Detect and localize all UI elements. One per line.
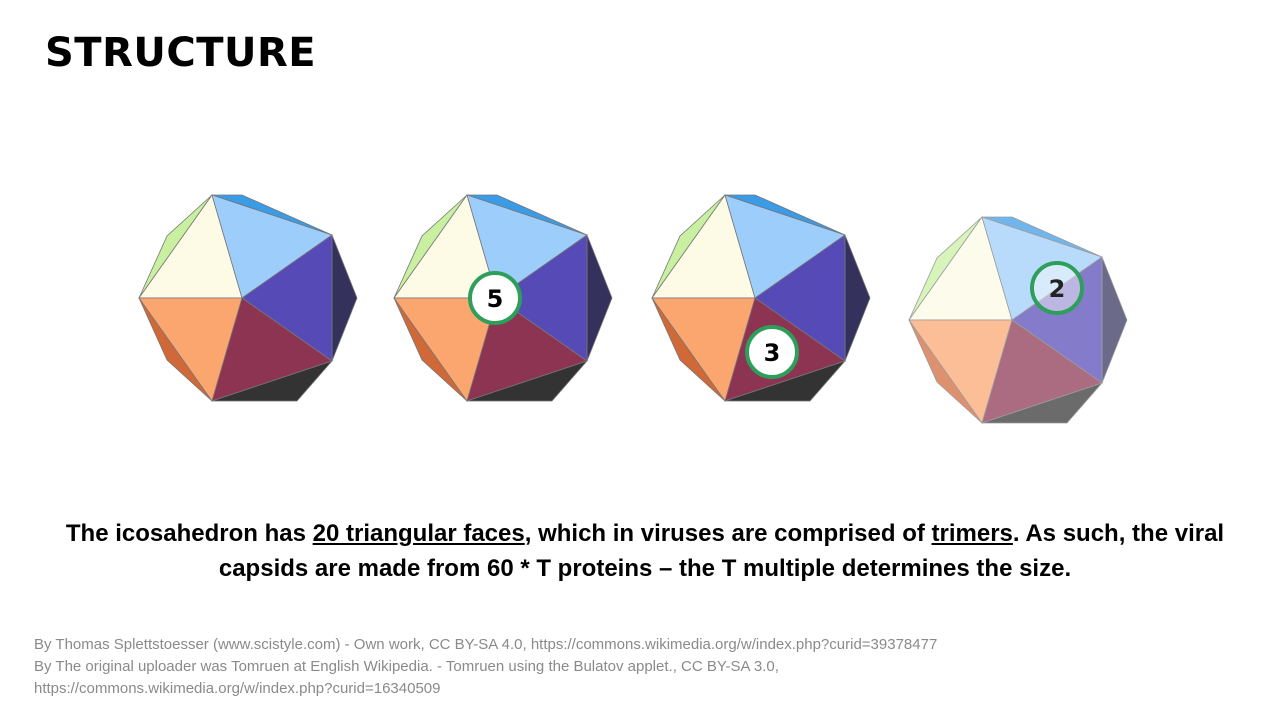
caption-part-2: , which in viruses are comprised of xyxy=(524,520,932,547)
icosahedron-twofold xyxy=(908,216,1128,424)
credit-line-3: https://commons.wikimedia.org/w/index.ph… xyxy=(34,680,441,697)
caption-faces: 20 triangular faces xyxy=(312,520,525,547)
badge-five: 5 xyxy=(468,271,522,325)
caption-text: The icosahedron has 20 triangular faces,… xyxy=(40,516,1250,586)
credit-line-1: By Thomas Splettstoesser (www.scistyle.c… xyxy=(34,636,938,653)
icosahedron-plain xyxy=(138,194,358,402)
caption-part-1: The icosahedron has xyxy=(65,520,313,547)
badge-two-ring xyxy=(1030,261,1084,315)
caption-part-3: . As such, the viral capsids are made fr… xyxy=(218,520,1225,582)
badge-two-label: 2 xyxy=(1049,275,1066,303)
badge-two: 2 xyxy=(1030,261,1084,315)
credit-line-2: By The original uploader was Tomruen at … xyxy=(34,658,779,675)
badge-five-label: 5 xyxy=(487,285,504,313)
badge-three-label: 3 xyxy=(764,339,781,367)
badge-five-ring xyxy=(468,271,522,325)
slide-title: STRUCTURE xyxy=(45,30,317,76)
image-credits: By Thomas Splettstoesser (www.scistyle.c… xyxy=(34,634,1234,700)
caption-trimers: trimers xyxy=(931,520,1013,547)
badge-three: 3 xyxy=(745,325,799,379)
badge-three-ring xyxy=(745,325,799,379)
